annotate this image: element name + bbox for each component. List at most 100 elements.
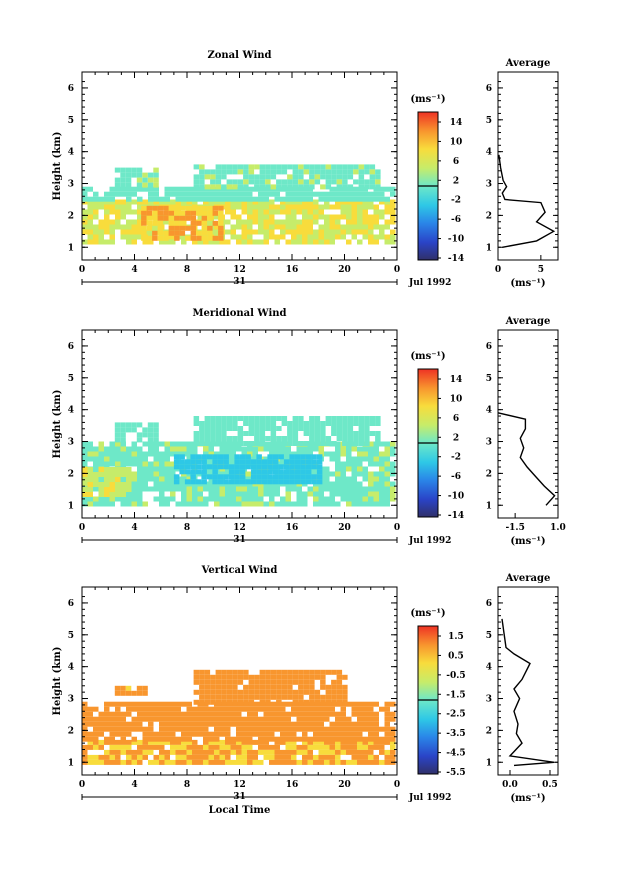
heatmap-cell bbox=[153, 427, 159, 433]
heatmap-cell bbox=[230, 214, 236, 220]
heatmap-cell bbox=[137, 234, 143, 240]
heatmap-cell bbox=[263, 501, 269, 507]
heatmap-cell bbox=[159, 501, 165, 507]
heatmap-cell bbox=[254, 694, 260, 700]
heatmap-cell bbox=[148, 759, 154, 765]
heatmap-cell bbox=[186, 701, 192, 707]
heatmap-cell bbox=[207, 215, 213, 221]
heatmap-cell bbox=[237, 164, 244, 170]
heatmap-cell bbox=[214, 199, 220, 205]
heatmap-cell bbox=[98, 721, 104, 727]
heatmap-cell bbox=[241, 749, 247, 755]
heatmap-cell bbox=[296, 486, 302, 492]
heatmap-cell bbox=[221, 669, 227, 675]
heatmap-cell bbox=[136, 432, 143, 438]
heatmap-cell bbox=[272, 459, 279, 465]
heatmap-cell bbox=[267, 469, 273, 475]
heatmap-cell bbox=[390, 186, 396, 192]
heatmap-cell bbox=[263, 204, 269, 210]
heatmap-cell bbox=[292, 669, 299, 675]
heatmap-cell bbox=[347, 421, 354, 426]
heatmap-cell bbox=[137, 711, 143, 717]
heatmap-cell bbox=[221, 436, 227, 441]
heatmap-cell bbox=[137, 224, 143, 230]
heatmap-cell bbox=[309, 179, 315, 185]
heatmap-cell bbox=[214, 721, 220, 727]
heatmap-cell bbox=[320, 694, 326, 700]
heatmap-cell bbox=[280, 501, 286, 507]
heatmap-cell bbox=[241, 731, 247, 737]
heatmap-cell bbox=[368, 486, 374, 492]
heatmap-cell bbox=[316, 464, 323, 470]
heatmap-cell bbox=[258, 501, 264, 507]
heatmap-cell bbox=[212, 479, 218, 485]
heatmap-cell bbox=[164, 186, 170, 192]
heatmap-cell bbox=[104, 229, 110, 235]
heatmap-cell bbox=[302, 239, 308, 245]
heatmap-cell bbox=[384, 486, 390, 492]
heatmap-cell bbox=[208, 711, 214, 717]
heatmap-cell bbox=[300, 459, 306, 465]
heatmap-cell bbox=[270, 421, 277, 426]
heatmap-cell bbox=[329, 739, 335, 745]
heatmap-cell bbox=[261, 464, 268, 470]
heatmap-cell bbox=[248, 426, 255, 431]
heatmap-cell bbox=[269, 736, 275, 742]
heatmap-cell bbox=[252, 721, 258, 727]
x-tick-label: 0 bbox=[394, 523, 400, 533]
heatmap-cell bbox=[298, 441, 304, 446]
heatmap-cell bbox=[329, 491, 335, 497]
heatmap-cell bbox=[196, 205, 202, 211]
heatmap-cell bbox=[104, 472, 110, 477]
heatmap-cell bbox=[340, 706, 346, 712]
heatmap-cell bbox=[346, 749, 352, 755]
heatmap-cell bbox=[98, 744, 104, 750]
heatmap-cell bbox=[142, 736, 148, 742]
colorbar-tick-label: -2 bbox=[451, 453, 461, 463]
heatmap-cell bbox=[269, 711, 275, 717]
heatmap-cell bbox=[153, 496, 159, 502]
heatmap-cell bbox=[254, 441, 260, 446]
heatmap-cell bbox=[368, 214, 374, 220]
heatmap-cell bbox=[241, 204, 247, 210]
heatmap-cell bbox=[318, 731, 324, 737]
heatmap-cell bbox=[329, 471, 335, 477]
heatmap-cell bbox=[302, 204, 308, 210]
heatmap-cell bbox=[335, 199, 341, 205]
heatmap-cell bbox=[82, 744, 88, 750]
heatmap-cell bbox=[199, 421, 205, 426]
heatmap-cell bbox=[373, 496, 379, 502]
heatmap-cell bbox=[269, 199, 275, 205]
colorbar-tick-label: 14 bbox=[450, 118, 463, 128]
heatmap-cell bbox=[351, 739, 357, 745]
heatmap-cell bbox=[146, 210, 153, 216]
heatmap-cell bbox=[351, 491, 357, 497]
heatmap-cell bbox=[215, 169, 222, 175]
heatmap-cell bbox=[153, 754, 159, 760]
heatmap-cell bbox=[263, 224, 269, 230]
heatmap-cell bbox=[291, 204, 297, 210]
heatmap-cell bbox=[181, 199, 187, 205]
heatmap-cell bbox=[340, 466, 346, 472]
heatmap-cell bbox=[258, 706, 264, 712]
heatmap-cell bbox=[285, 456, 291, 462]
heatmap-cell bbox=[175, 739, 181, 745]
heatmap-cell bbox=[379, 466, 385, 472]
heatmap-cell bbox=[307, 726, 313, 732]
heatmap-cell bbox=[357, 446, 363, 452]
heatmap-cell bbox=[120, 685, 126, 691]
heatmap-cell bbox=[120, 736, 126, 742]
heatmap-cell bbox=[351, 501, 357, 507]
heatmap-cell bbox=[237, 699, 244, 705]
heatmap-cell bbox=[285, 199, 291, 205]
heatmap-cell bbox=[175, 191, 181, 197]
heatmap-cell bbox=[109, 496, 115, 502]
heatmap-cell bbox=[342, 684, 348, 690]
heatmap-cell bbox=[159, 731, 165, 737]
heatmap-cell bbox=[313, 214, 319, 220]
y-tick-label: 6 bbox=[68, 342, 74, 352]
heatmap-cell bbox=[137, 199, 143, 205]
heatmap-cell bbox=[368, 731, 374, 737]
heatmap-cell bbox=[247, 224, 253, 230]
heatmap-cell bbox=[292, 674, 299, 680]
